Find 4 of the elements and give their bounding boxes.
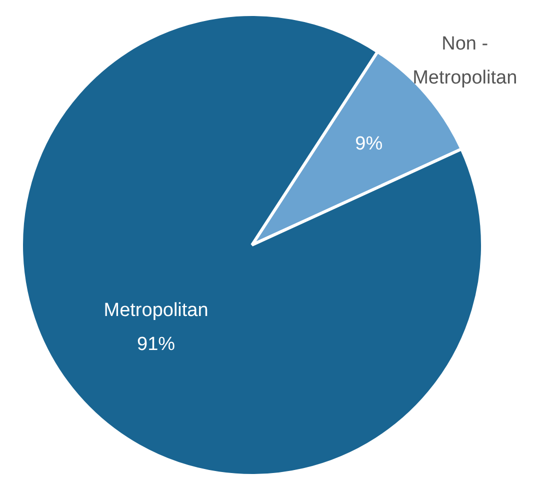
- data-label: 9%: [355, 133, 383, 154]
- slice-label: Metropolitan: [104, 300, 208, 322]
- data-label: 91%: [137, 334, 176, 356]
- slice-label: Non - Metropolitan: [412, 33, 518, 88]
